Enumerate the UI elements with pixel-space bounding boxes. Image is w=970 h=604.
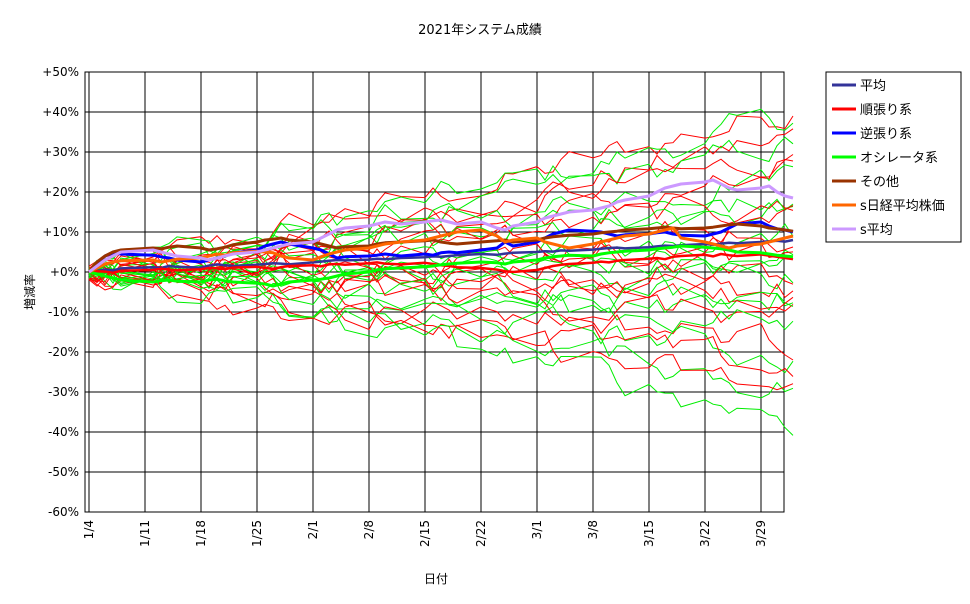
y-tick-label: -40% bbox=[48, 425, 79, 439]
x-tick-labels: 1/4 1/11 1/18 1/25 2/1 2/8 2/15 2/22 3/1 3/8 3/15 3… bbox=[82, 520, 768, 547]
system-line bbox=[88, 164, 794, 279]
x-tick-label: 2/8 bbox=[362, 520, 376, 539]
series-line bbox=[87, 222, 794, 273]
legend-label: s平均 bbox=[860, 223, 893, 238]
y-tick-label: -20% bbox=[48, 345, 79, 359]
system-line bbox=[88, 262, 794, 399]
system-line bbox=[88, 230, 794, 285]
x-tick-label: 3/1 bbox=[530, 520, 544, 539]
chart-title: 2021年システム成績 bbox=[418, 23, 542, 38]
x-tick-label: 2/22 bbox=[474, 520, 488, 547]
y-tick-label: +10% bbox=[42, 225, 79, 239]
x-tick-label: 3/22 bbox=[698, 520, 712, 547]
system-line bbox=[88, 198, 794, 281]
x-tick-label: 1/25 bbox=[250, 520, 264, 547]
legend-label: オシレータ系 bbox=[860, 151, 938, 166]
x-axis-label: 日付 bbox=[424, 572, 448, 586]
y-tick-label: +20% bbox=[42, 185, 79, 199]
x-tick-label: 3/8 bbox=[586, 520, 600, 539]
series-line bbox=[88, 244, 794, 288]
y-tick-label: +40% bbox=[42, 105, 79, 119]
legend-label: 逆張り系 bbox=[860, 126, 912, 142]
legend-label: s日経平均株価 bbox=[860, 199, 945, 214]
x-tick-label: 3/15 bbox=[642, 520, 656, 547]
system-line bbox=[88, 255, 794, 294]
y-tick-label: +30% bbox=[42, 145, 79, 159]
system-line bbox=[88, 264, 794, 324]
series-lines bbox=[87, 178, 794, 288]
series-line bbox=[88, 226, 794, 274]
legend-label: 順張り系 bbox=[860, 103, 912, 118]
system-line bbox=[88, 256, 794, 314]
x-tick-label: 1/4 bbox=[82, 520, 96, 539]
legend-label: 平均 bbox=[860, 79, 886, 94]
x-tick-label: 2/15 bbox=[418, 520, 432, 547]
y-axis-label: 増減率 bbox=[22, 274, 37, 310]
system-line bbox=[88, 265, 794, 436]
y-tick-label: -50% bbox=[48, 465, 79, 479]
series-line bbox=[88, 178, 794, 274]
x-tick-label: 3/29 bbox=[754, 520, 768, 547]
x-tick-label: 1/18 bbox=[194, 520, 208, 547]
system-line bbox=[88, 115, 794, 276]
system-line bbox=[88, 267, 794, 377]
system-line bbox=[88, 195, 794, 281]
legend-label: その他 bbox=[860, 175, 899, 190]
y-tick-labels: +50% +40% +30% +20% +10% +0% -10% -20% -30% -40% -… bbox=[42, 65, 79, 519]
y-tick-label: -10% bbox=[48, 305, 79, 319]
x-tick-label: 2/1 bbox=[306, 520, 320, 539]
y-tick-label: -60% bbox=[48, 505, 79, 519]
system-line bbox=[88, 259, 794, 312]
system-line bbox=[88, 262, 794, 374]
y-tick-label: -30% bbox=[48, 385, 79, 399]
x-tick-label: 1/11 bbox=[138, 520, 152, 547]
y-tick-label: +0% bbox=[50, 265, 79, 279]
system-line bbox=[88, 271, 794, 361]
y-tick-label: +50% bbox=[42, 65, 79, 79]
